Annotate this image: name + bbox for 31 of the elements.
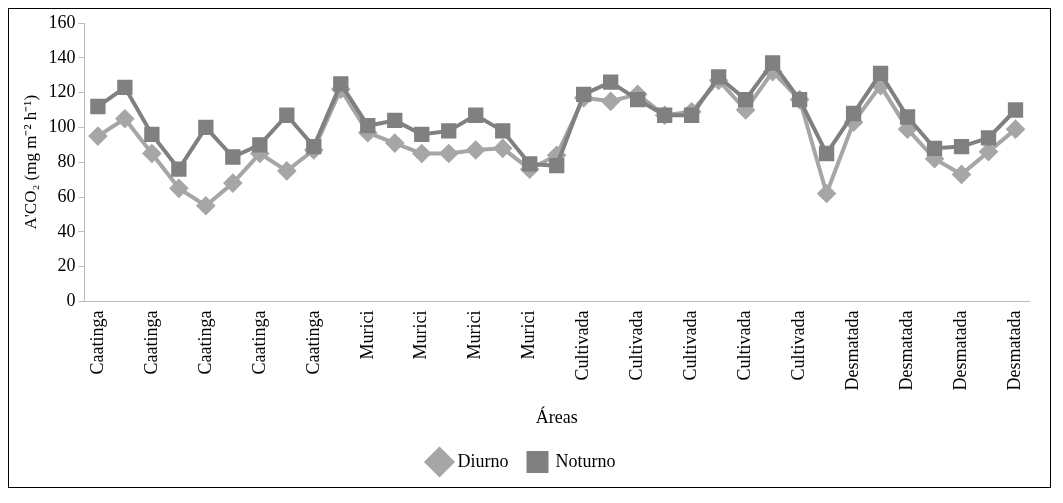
x-tick-label: Desmatada	[842, 310, 863, 391]
x-tick-label: Murici	[518, 310, 539, 360]
y-tick-label: 100	[48, 116, 76, 137]
x-tick-label: Desmatada	[950, 310, 971, 391]
y-axis-title: A'CO₂ (mg m⁻² h⁻¹)	[20, 94, 40, 230]
x-tick-label: Murici	[410, 310, 431, 360]
x-tick-label: Cultivada	[680, 310, 701, 381]
x-tick-label: Caatinga	[194, 310, 215, 375]
x-tick-label: Murici	[464, 310, 485, 360]
x-tick-label: Cultivada	[626, 310, 647, 381]
y-tick-label: 60	[57, 185, 76, 206]
x-tick-label: Cultivada	[788, 310, 809, 381]
x-tick-label: Caatinga	[248, 310, 269, 375]
x-tick-label: Caatinga	[302, 310, 323, 375]
y-tick-label: 80	[57, 150, 76, 171]
y-tick-label: 40	[57, 220, 76, 241]
y-tick-label: 160	[48, 11, 76, 32]
x-tick-label: Caatinga	[140, 310, 161, 375]
x-tick-label: Cultivada	[572, 310, 593, 381]
y-tick-label: 20	[57, 255, 76, 276]
legend-label: Noturno	[555, 450, 616, 471]
x-tick-label: Murici	[356, 310, 377, 360]
x-tick-label: Cultivada	[734, 310, 755, 381]
y-tick-label: 140	[48, 46, 76, 67]
x-tick-label: Desmatada	[1004, 310, 1025, 391]
x-tick-label: Desmatada	[896, 310, 917, 391]
x-tick-label: Caatinga	[86, 310, 107, 375]
y-tick-label: 120	[48, 81, 76, 102]
y-tick-label: 0	[66, 290, 76, 311]
legend-label: Diurno	[457, 450, 509, 471]
x-axis-title: Áreas	[535, 405, 578, 427]
